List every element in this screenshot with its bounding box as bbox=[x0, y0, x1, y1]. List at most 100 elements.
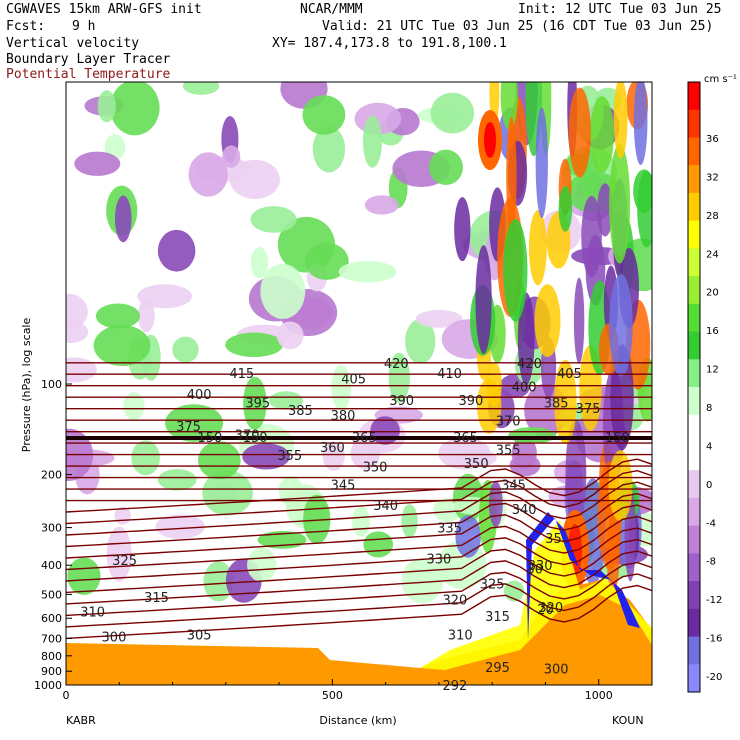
theta-contour-315 bbox=[66, 550, 652, 605]
theta-contours bbox=[66, 362, 652, 640]
contour-label: 410 bbox=[437, 367, 462, 382]
contour-label: 340 bbox=[373, 499, 398, 514]
vvel-streak bbox=[581, 195, 602, 278]
contour-label: 325 bbox=[480, 577, 505, 592]
y-tick-label: 1000 bbox=[34, 679, 62, 692]
colorbar-tick-label: 0 bbox=[706, 480, 712, 491]
vvel-blob bbox=[93, 325, 151, 367]
left-station: KABR bbox=[66, 714, 96, 727]
colorbar-swatch bbox=[688, 82, 700, 111]
vvel-blob bbox=[243, 376, 267, 430]
contour-label: 385 bbox=[288, 404, 313, 419]
vvel-blob bbox=[172, 336, 199, 363]
colorbar-unit: cm s⁻¹ bbox=[704, 74, 737, 85]
vvel-blob bbox=[338, 261, 397, 283]
vvel-streak bbox=[554, 359, 577, 445]
theta-contour-305 bbox=[66, 573, 652, 628]
vvel-blob bbox=[165, 404, 224, 442]
theta-contour-320 bbox=[66, 538, 652, 594]
colorbar-tick-label: 8 bbox=[706, 403, 712, 414]
contour-label: 315 bbox=[485, 610, 510, 625]
contour-label: 400 bbox=[187, 388, 212, 403]
vvel-blob bbox=[110, 82, 160, 136]
bl-yellow bbox=[420, 520, 652, 670]
vvel-blob bbox=[106, 526, 132, 582]
vvel-streak bbox=[609, 143, 631, 264]
colorbar-tick-label: 28 bbox=[706, 211, 719, 222]
contour-label: 405 bbox=[341, 373, 366, 388]
colorbar-swatch bbox=[688, 497, 700, 527]
contour-label: 310 bbox=[80, 606, 105, 621]
vvel-blob bbox=[438, 437, 491, 470]
vvel-streak bbox=[633, 82, 648, 165]
vvel-blob bbox=[97, 90, 116, 123]
contour-label: 405 bbox=[557, 367, 582, 382]
y-tick-label: 200 bbox=[41, 469, 62, 482]
vvel-blob bbox=[182, 82, 220, 95]
contour-label: 305 bbox=[187, 629, 212, 644]
vvel-streak bbox=[535, 107, 548, 219]
vvel-blob bbox=[401, 558, 444, 604]
vvel-blob bbox=[123, 392, 145, 421]
vvel-blob bbox=[260, 263, 306, 319]
contour-label: 355 bbox=[496, 443, 521, 458]
vvel-blob bbox=[131, 440, 160, 476]
contour-label: 300 bbox=[544, 662, 569, 677]
contour-label: 30 bbox=[527, 562, 544, 577]
contour-label: 395 bbox=[245, 396, 270, 411]
vvel-blob bbox=[331, 364, 352, 411]
colorbar-swatch bbox=[688, 581, 700, 610]
contour-label: 150 bbox=[197, 431, 222, 446]
colorbar-swatch bbox=[688, 664, 700, 693]
field-potential-temperature: Potential Temperature bbox=[6, 67, 171, 82]
vvel-blob bbox=[302, 95, 346, 135]
vvel-blob bbox=[114, 195, 132, 243]
colorbar-swatch bbox=[688, 387, 700, 416]
contour-label: 330 bbox=[426, 553, 451, 568]
vvel-blob bbox=[363, 531, 394, 558]
colorbar-swatch bbox=[688, 303, 700, 333]
vvel-blob bbox=[66, 293, 88, 330]
colorbar-tick-label: -12 bbox=[706, 595, 722, 606]
contour-label: 375 bbox=[576, 402, 601, 417]
vvel-blob bbox=[405, 318, 436, 364]
vvel-blob bbox=[66, 357, 97, 383]
model-title: CGWAVES 15km ARW-GFS init bbox=[6, 2, 202, 17]
vvel-streak bbox=[534, 284, 561, 358]
theta-contour-335 bbox=[66, 504, 652, 559]
colorbar-swatch bbox=[688, 192, 700, 222]
contour-label: 365 bbox=[352, 431, 377, 446]
colorbar-swatch bbox=[688, 331, 700, 360]
contour-label: 365 bbox=[453, 431, 478, 446]
contour-label: 345 bbox=[501, 479, 526, 494]
colorbar-tick-label: -20 bbox=[706, 672, 722, 683]
vvel-streak bbox=[573, 277, 585, 364]
org-label: NCAR/MMM bbox=[300, 2, 363, 17]
contour-label: 355 bbox=[277, 449, 302, 464]
colorbar-tick-label: 32 bbox=[706, 172, 719, 183]
colorbar-tick-label: 20 bbox=[706, 288, 719, 299]
vvel-blob bbox=[157, 469, 197, 491]
vvel-streak bbox=[517, 292, 535, 386]
colorbar-swatch bbox=[688, 414, 700, 443]
vvel-max-core bbox=[484, 122, 496, 158]
vvel-blob bbox=[428, 149, 463, 185]
colorbar-tick-label: -16 bbox=[706, 634, 722, 645]
colorbar-tick-label: 24 bbox=[706, 249, 719, 260]
contour-label: 295 bbox=[485, 661, 510, 676]
theta-contour-340 bbox=[66, 492, 652, 548]
valid-time: Valid: 21 UTC Tue 03 Jun 25 (16 CDT Tue … bbox=[322, 19, 714, 34]
y-tick-label: 900 bbox=[41, 665, 62, 678]
colorbar-swatch bbox=[688, 636, 700, 665]
y-tick-label: 400 bbox=[41, 559, 62, 572]
colorbar-swatch bbox=[688, 525, 700, 554]
vvel-blob bbox=[95, 303, 141, 329]
colorbar-swatch bbox=[688, 608, 700, 638]
theta-contour-350 bbox=[66, 469, 652, 525]
vvel-blob bbox=[276, 321, 304, 350]
colorbar-tick-label: 4 bbox=[706, 441, 712, 452]
colorbar-swatch bbox=[688, 276, 700, 305]
vvel-blob bbox=[268, 391, 304, 410]
vvel-streak bbox=[589, 96, 614, 174]
fcst-value: 9 h bbox=[72, 19, 96, 34]
